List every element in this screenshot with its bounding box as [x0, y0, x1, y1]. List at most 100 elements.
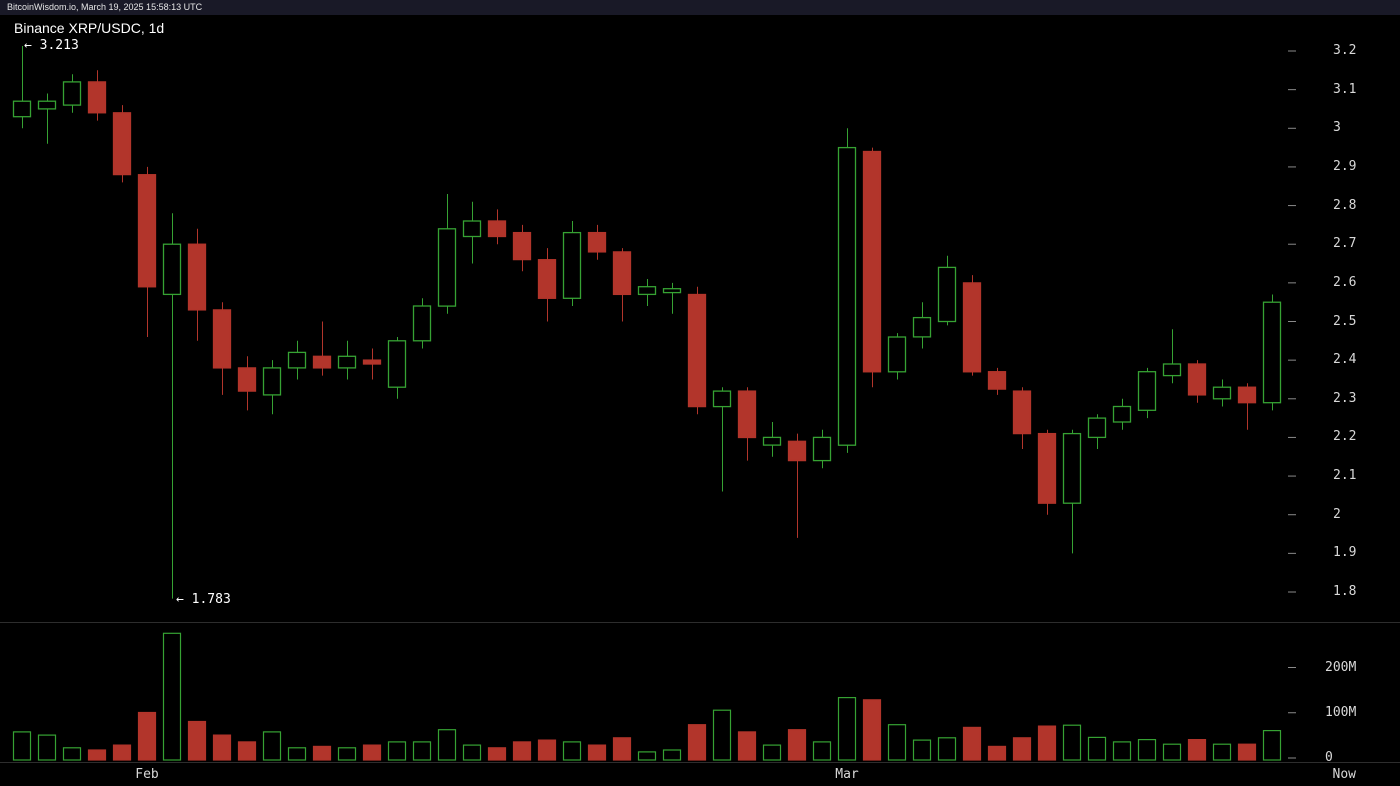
time-axis-label-feb: Feb — [135, 767, 159, 782]
volume-bar — [712, 709, 732, 761]
candle-body-up — [287, 351, 307, 369]
volume-bar — [887, 724, 907, 761]
candle-body-up — [1212, 386, 1232, 400]
candle-body-down — [212, 309, 232, 369]
volume-bar — [37, 734, 57, 761]
volume-bar — [637, 751, 657, 761]
price-tick-label: 2.6 — [1333, 274, 1357, 290]
volume-bar — [937, 737, 957, 761]
candle-body-down — [87, 81, 107, 114]
volume-bar — [162, 632, 182, 761]
volume-bar — [187, 720, 207, 761]
candle-body-up — [1087, 417, 1107, 439]
candle-body-up — [712, 390, 732, 408]
volume-bar — [837, 696, 857, 761]
volume-bar — [262, 731, 282, 761]
volume-bar — [1262, 729, 1282, 761]
price-tick-label: 2.1 — [1333, 468, 1357, 484]
price-tick-label: 3.2 — [1333, 43, 1357, 58]
candle-body-down — [1012, 390, 1032, 435]
candle-body-up — [437, 228, 457, 307]
candle-body-up — [887, 336, 907, 373]
price-tick-label: 2.2 — [1333, 429, 1357, 445]
candle-body-up — [462, 220, 482, 238]
pane-separator — [0, 622, 1400, 623]
candle-body-up — [762, 436, 782, 446]
candle-body-down — [537, 259, 557, 299]
volume-bar — [912, 739, 932, 761]
volume-bar — [512, 741, 532, 761]
volume-bar — [237, 741, 257, 761]
volume-tick-label: 200M — [1325, 659, 1357, 675]
volume-bar — [362, 744, 382, 761]
volume-bar — [87, 749, 107, 761]
candle-body-up — [162, 243, 182, 296]
candle-body-down — [137, 174, 157, 288]
candle-body-down — [512, 231, 532, 261]
volume-bar — [662, 749, 682, 761]
volume-bar — [1087, 736, 1107, 761]
candle-body-up — [812, 436, 832, 462]
candle-body-up — [387, 340, 407, 388]
price-tick-label: 1.9 — [1333, 545, 1357, 561]
candle-body-down — [987, 371, 1007, 390]
volume-bar — [1187, 738, 1207, 761]
candle-body-up — [1112, 405, 1132, 423]
candle-body-up — [1062, 432, 1082, 504]
price-tick-label: 2.8 — [1333, 197, 1357, 213]
candle-body-up — [12, 100, 32, 118]
candle-body-up — [662, 288, 682, 294]
candle-body-up — [1137, 371, 1157, 411]
volume-bar — [687, 724, 707, 761]
session-high-label: ← 3.213 — [24, 38, 79, 53]
candle-body-down — [112, 112, 132, 176]
volume-bar — [1062, 724, 1082, 761]
candle-body-up — [562, 231, 582, 299]
candle-body-down — [187, 243, 207, 311]
volume-bar — [137, 711, 157, 761]
price-tick-label: 2.7 — [1333, 236, 1357, 252]
time-axis-label-now: Now — [1332, 767, 1356, 782]
volume-bar — [987, 745, 1007, 761]
candle-body-down — [737, 390, 757, 439]
candle-body-up — [62, 81, 82, 106]
candle-body-up — [637, 286, 657, 296]
candle-body-down — [1037, 432, 1057, 504]
volume-bar — [562, 741, 582, 761]
price-tick-label: 2.9 — [1333, 158, 1357, 174]
candle-body-down — [237, 367, 257, 392]
volume-bar — [962, 726, 982, 761]
volume-bar — [387, 741, 407, 761]
time-axis-separator — [0, 762, 1400, 763]
candle-body-up — [262, 367, 282, 396]
volume-bar — [462, 744, 482, 761]
volume-bar — [787, 729, 807, 761]
candle-body-down — [687, 293, 707, 408]
candle-body-down — [362, 359, 382, 365]
volume-bar — [1037, 725, 1057, 761]
price-tick-label: 2 — [1333, 506, 1341, 522]
candle-body-up — [937, 266, 957, 323]
candle-body-down — [962, 282, 982, 373]
volume-bar — [312, 745, 332, 761]
price-tick-label: 3.1 — [1333, 81, 1357, 97]
price-tick-label: 3 — [1333, 120, 1341, 136]
candle-body-down — [612, 251, 632, 296]
candle-body-up — [1162, 363, 1182, 377]
volume-bar — [62, 747, 82, 761]
volume-bar — [212, 734, 232, 761]
candle-body-down — [862, 150, 882, 373]
volume-bar — [737, 731, 757, 761]
topbar-status-text: BitcoinWisdom.io, March 19, 2025 15:58:1… — [7, 2, 203, 12]
price-tick-label: 2.5 — [1333, 313, 1357, 329]
volume-bar — [487, 747, 507, 761]
volume-bar — [112, 744, 132, 761]
price-tick-label: 2.4 — [1333, 352, 1357, 368]
volume-bar — [337, 747, 357, 761]
volume-bar — [587, 744, 607, 761]
volume-bar — [537, 739, 557, 761]
volume-bar — [1212, 743, 1232, 761]
volume-bar — [12, 731, 32, 761]
candle-body-up — [837, 146, 857, 446]
